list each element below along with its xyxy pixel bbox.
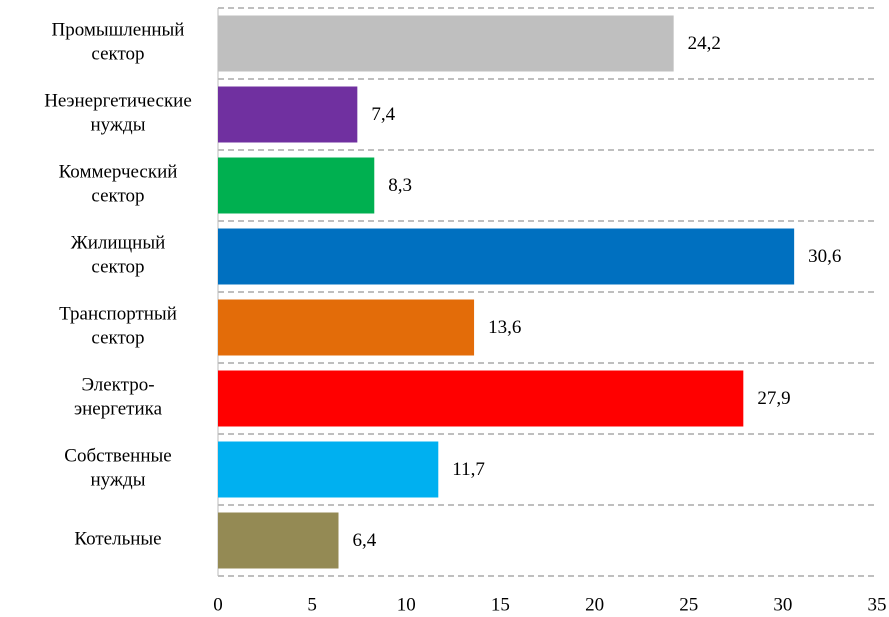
bar xyxy=(218,441,439,498)
value-label: 27,9 xyxy=(757,388,790,409)
y-tick-label: Жилищный сектор xyxy=(71,233,166,278)
y-tick-label-line: энергетика xyxy=(74,399,163,420)
y-tick-label-line: сектор xyxy=(91,328,144,349)
bar xyxy=(218,157,375,214)
y-tick-label: Промышленный сектор xyxy=(52,20,185,65)
x-tick-label: 10 xyxy=(397,594,416,615)
y-tick-label-line: Коммерческий xyxy=(59,162,178,183)
x-tick-label: 20 xyxy=(585,594,604,615)
y-tick-label: Коммерческий сектор xyxy=(59,162,178,207)
x-tick-label: 0 xyxy=(213,594,223,615)
y-tick-label-line: Жилищный xyxy=(71,233,166,254)
y-tick-label-line: Неэнергетические xyxy=(44,91,192,112)
y-tick-label-line: нужды xyxy=(91,115,146,136)
bar xyxy=(218,299,475,356)
y-tick-label: Электро-энергетика xyxy=(74,375,163,420)
value-label: 13,6 xyxy=(488,317,521,338)
y-tick-label-line: Электро- xyxy=(81,375,154,396)
bar xyxy=(218,370,744,427)
bar xyxy=(218,512,339,569)
y-tick-label-line: Транспортный xyxy=(59,304,177,325)
y-tick-label-line: сектор xyxy=(91,257,144,278)
y-tick-label-line: нужды xyxy=(91,470,146,491)
y-tick-label-line: Промышленный xyxy=(52,20,185,41)
y-tick-label: Транспортный сектор xyxy=(59,304,177,349)
bar xyxy=(218,86,358,143)
value-label: 7,4 xyxy=(371,104,395,125)
value-label: 6,4 xyxy=(353,530,377,551)
y-tick-label: Собственные нужды xyxy=(64,446,171,491)
bar xyxy=(218,228,795,285)
y-tick-label-line: сектор xyxy=(91,186,144,207)
y-tick-label: Неэнергетические нужды xyxy=(44,91,192,136)
value-label: 24,2 xyxy=(688,33,721,54)
x-tick-label: 25 xyxy=(679,594,698,615)
x-tick-label: 35 xyxy=(868,594,887,615)
value-label: 30,6 xyxy=(808,246,841,267)
y-tick-label-line: Собственные xyxy=(64,446,171,467)
x-tick-label: 30 xyxy=(773,594,792,615)
y-tick-label-line: Котельные xyxy=(74,529,161,550)
bar xyxy=(218,15,674,72)
y-tick-label: Котельные xyxy=(74,529,161,550)
value-label: 8,3 xyxy=(388,175,412,196)
x-tick-label: 5 xyxy=(307,594,317,615)
x-tick-label: 15 xyxy=(491,594,510,615)
value-label: 11,7 xyxy=(452,459,485,480)
y-tick-label-line: сектор xyxy=(91,44,144,65)
